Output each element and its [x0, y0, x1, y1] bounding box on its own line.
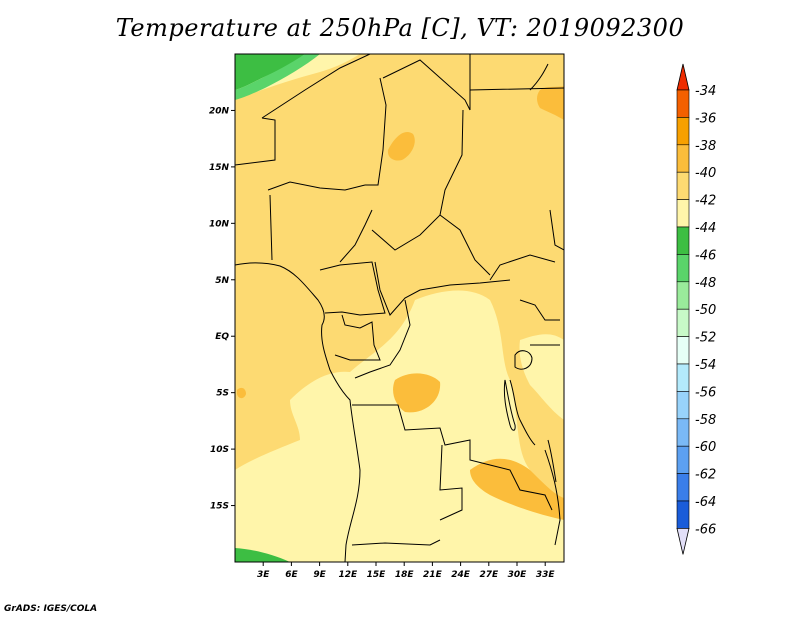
- boundaries: [235, 54, 564, 562]
- colorbar-label: -34: [695, 84, 716, 99]
- colorbar-segment: [676, 445, 690, 474]
- longitude-axis: 3E 6E 9E 12E 15E 18E 21E 24E 27E 30E 33E: [257, 562, 555, 580]
- colorbar-bottom-cap: [676, 528, 690, 555]
- lon-tick-label: 6E: [285, 570, 298, 580]
- colorbar-segment: [676, 226, 690, 255]
- colorbar-label: -58: [695, 413, 716, 428]
- colorbar-label: -62: [695, 468, 716, 483]
- colorbar-label: -42: [695, 194, 716, 209]
- colorbar-label: -40: [695, 166, 716, 181]
- border-car-south: [374, 261, 511, 316]
- field-light-west: [235, 495, 350, 562]
- lake-victoria: [514, 350, 533, 370]
- colorbar-segment: [676, 171, 690, 200]
- lat-tick-label: 20N: [209, 106, 230, 116]
- colorbar-segment: [676, 473, 690, 502]
- colorbar-label: -38: [695, 139, 716, 154]
- lake-malawi: [547, 439, 557, 483]
- colorbar-segment: [676, 199, 690, 228]
- lon-tick-label: 30E: [508, 570, 528, 580]
- colorbar-segment: [676, 254, 690, 283]
- border-nigeria-cameroon: [269, 194, 373, 263]
- colorbar-segment: [676, 308, 690, 337]
- field-warm-west: [237, 387, 246, 399]
- field-warm-north: [387, 131, 415, 161]
- colorbar-segment: [676, 500, 690, 529]
- coastline-west: [235, 262, 361, 562]
- border-gabon-congo: [334, 314, 381, 361]
- border-angola-zambia: [439, 444, 463, 521]
- border-ethiopia: [549, 209, 564, 251]
- colorbar-label: -50: [695, 303, 716, 318]
- border-chad-car: [371, 214, 491, 276]
- colorbar-label: -44: [695, 221, 716, 236]
- border-congo-drc: [354, 299, 411, 379]
- border-east-lakes: [509, 379, 536, 446]
- border-madagascar-strait: [544, 449, 561, 546]
- lat-tick-label: EQ: [215, 332, 229, 342]
- field-warm-east-2: [470, 458, 564, 520]
- colorbar-segment: [676, 418, 690, 447]
- colorbar-segment: [676, 281, 690, 310]
- colorbar-segment: [676, 391, 690, 420]
- lon-tick-label: 12E: [338, 570, 358, 580]
- field-cold-southwest: [235, 548, 290, 562]
- border-sudan-southsudan: [489, 254, 556, 281]
- lon-tick-label: 15E: [367, 570, 387, 580]
- lon-tick-label: 21E: [423, 570, 443, 580]
- colorbar-label: -54: [695, 358, 716, 373]
- colorbar-label: -56: [695, 385, 716, 400]
- latitude-axis: 20N 15N 10N 5N EQ 5S 10S 15S: [209, 106, 235, 512]
- field-warm-east-1: [537, 86, 564, 120]
- border-angola-south: [351, 539, 441, 546]
- field-warm-central: [393, 373, 441, 413]
- colorbar-segment: [676, 117, 690, 146]
- field-light-south: [235, 290, 564, 562]
- lon-tick-label: 3E: [257, 570, 270, 580]
- colorbar-top-cap: [676, 63, 690, 91]
- lat-tick-label: 10N: [209, 219, 230, 229]
- colorbar-label: -46: [695, 248, 716, 263]
- colorbar-segment: [676, 144, 690, 173]
- border-sudan-west: [439, 109, 464, 216]
- colorbar-segment: [676, 89, 690, 118]
- lon-tick-label: 27E: [479, 570, 499, 580]
- lon-tick-label: 18E: [395, 570, 415, 580]
- page-title: Temperature at 250hPa [C], VT: 201909230…: [115, 14, 685, 42]
- lon-tick-label: 9E: [313, 570, 326, 580]
- lon-tick-label: 24E: [451, 570, 471, 580]
- border-libya-chad: [382, 59, 471, 111]
- lat-tick-label: 10S: [210, 445, 229, 455]
- colorbar-label: -48: [695, 276, 716, 291]
- border-niger-north: [365, 77, 387, 186]
- colorbar: -34 -36 -38 -40 -42 -44 -46 -48 -50 -52 -54 -56 -58 -…: [676, 63, 716, 555]
- colorbar-segment: [676, 336, 690, 365]
- colorbar-label: -64: [695, 495, 716, 510]
- colorbar-label: -52: [695, 331, 716, 346]
- border-niger-nigeria: [267, 181, 366, 191]
- lat-tick-label: 5N: [215, 276, 229, 286]
- border-zambia-east: [489, 464, 553, 511]
- colorbar-label: -36: [695, 111, 716, 126]
- border-uganda-kenya: [519, 299, 560, 346]
- lake-tanganyika: [503, 379, 516, 431]
- colorbar-segment: [676, 363, 690, 392]
- field-cool-northwest: [235, 54, 320, 100]
- lat-tick-label: 15N: [209, 163, 230, 173]
- border-mauritania-mali: [235, 117, 276, 166]
- map-frame: [234, 53, 565, 563]
- lat-tick-label: 15S: [210, 502, 229, 512]
- border-mali-algeria: [261, 54, 371, 119]
- credit-label: GrADS: IGES/COLA: [4, 604, 98, 614]
- colorbar-label: -60: [695, 440, 716, 455]
- red-sea-coast: [529, 63, 549, 91]
- temperature-field: [235, 54, 564, 562]
- lon-tick-label: 33E: [536, 570, 556, 580]
- border-cameroon-south: [319, 261, 386, 316]
- colorbar-label: -66: [695, 522, 716, 537]
- field-cold-northwest: [235, 54, 305, 90]
- border-drc-angola: [352, 404, 491, 466]
- lat-tick-label: 5S: [216, 389, 229, 399]
